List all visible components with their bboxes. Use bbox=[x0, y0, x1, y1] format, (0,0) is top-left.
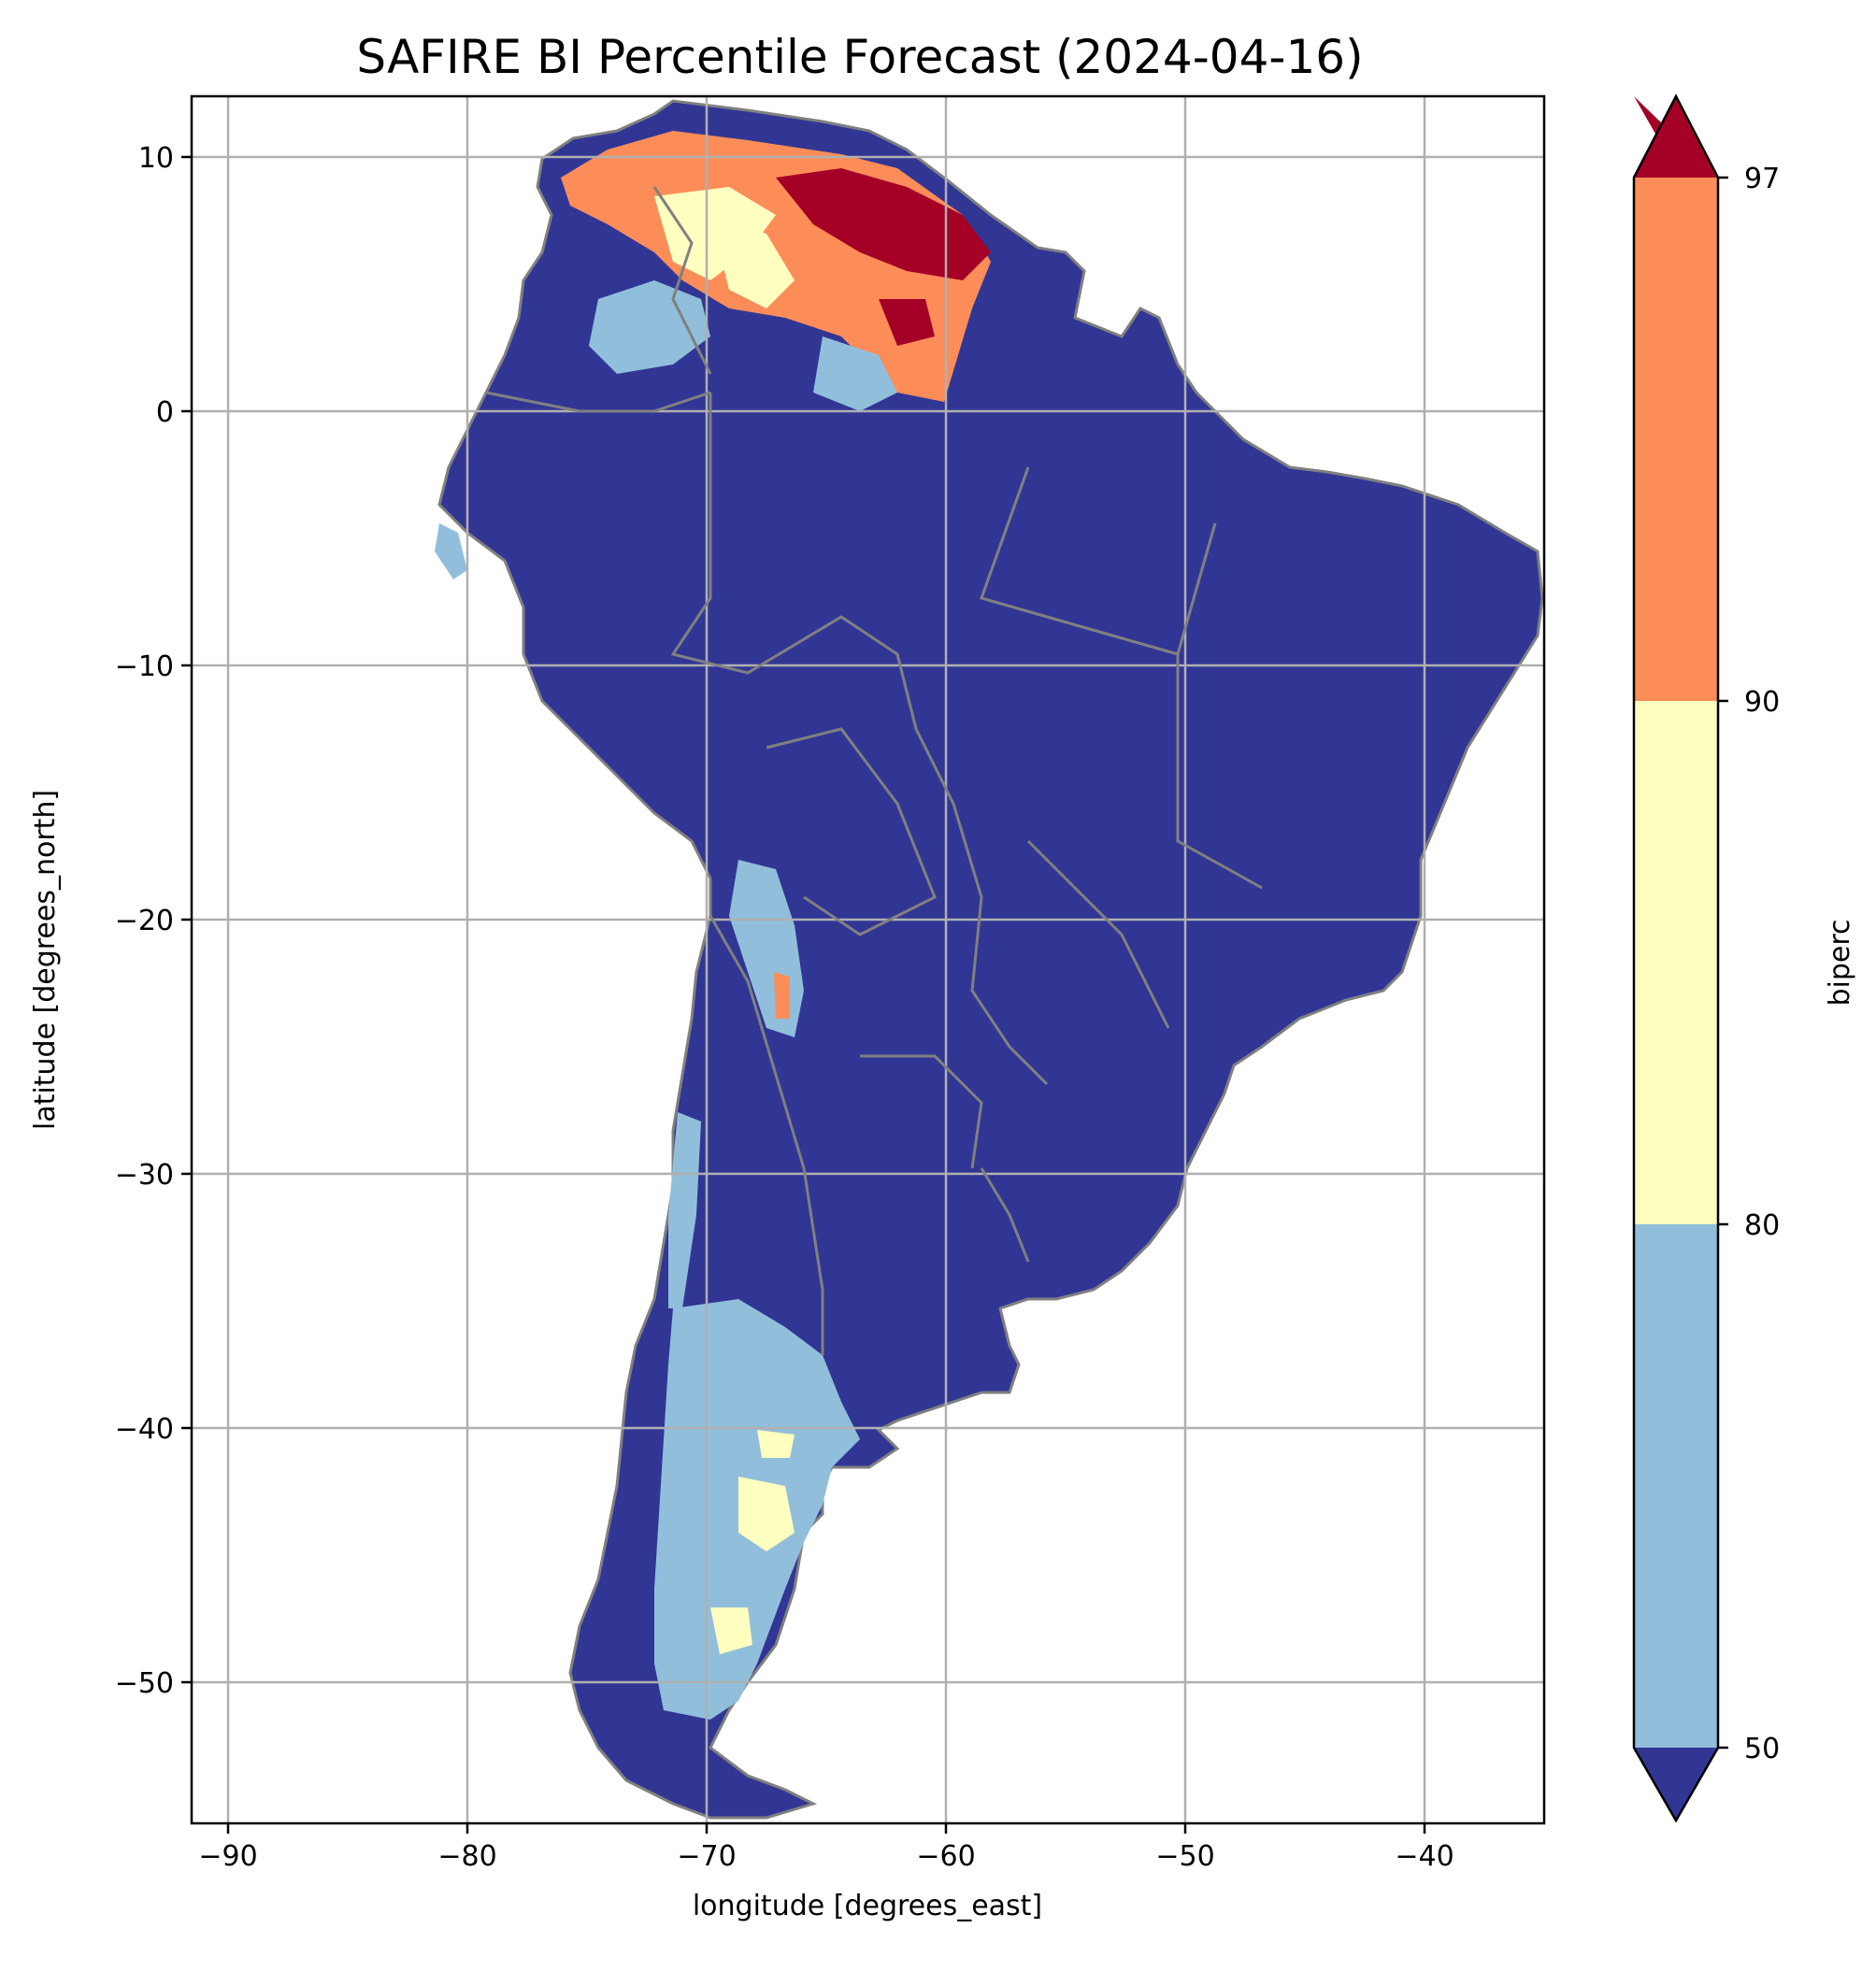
cbar-tick-label-80: 80 bbox=[1744, 1209, 1780, 1242]
ecuador-low-patch bbox=[435, 523, 467, 579]
ytick-label-2: −10 bbox=[115, 650, 174, 683]
xtick-label-5: −40 bbox=[1395, 1840, 1454, 1873]
map-axes bbox=[190, 94, 1546, 1825]
border-bolivia bbox=[766, 727, 937, 936]
xtick-label-3: −60 bbox=[916, 1840, 975, 1873]
guiana-low-patch bbox=[813, 336, 897, 411]
cbar-tick-label-90: 90 bbox=[1744, 686, 1780, 719]
border-peru-colombia bbox=[485, 391, 711, 413]
cbar-tick-label-50: 50 bbox=[1744, 1733, 1780, 1765]
border-brazil-states bbox=[980, 466, 1263, 1029]
colorbar-bin-50-80 bbox=[1634, 1224, 1718, 1748]
xtick-label-2: −70 bbox=[677, 1840, 736, 1873]
ytick-label-5: −40 bbox=[115, 1413, 174, 1446]
colorbar-bin-90-97 bbox=[1634, 178, 1718, 701]
axes-frame bbox=[190, 94, 1546, 1825]
patagonia-mid-patch-1 bbox=[738, 1477, 795, 1551]
orinoco-mid-patch bbox=[710, 215, 795, 308]
ytick-label-3: −20 bbox=[115, 905, 174, 937]
gridlines bbox=[192, 96, 1544, 1823]
andes-patches bbox=[435, 523, 804, 1308]
colorbar-bin-80-90 bbox=[1634, 701, 1718, 1224]
patagonia-mid-patch-2 bbox=[710, 1607, 752, 1654]
xtick-label-0: −90 bbox=[198, 1840, 257, 1873]
xtick-label-1: −80 bbox=[437, 1840, 496, 1873]
guiana-extreme-patch bbox=[879, 299, 935, 346]
border-argentina-uruguay bbox=[980, 1167, 1030, 1263]
border-andes bbox=[709, 915, 824, 1355]
ytick-label-1: 0 bbox=[156, 396, 174, 429]
y-axis: 10 0 −10 −20 −30 −40 −50 latitude [degre… bbox=[29, 142, 192, 1700]
north-hotspots bbox=[561, 131, 991, 411]
cbar-tick-label-97: 97 bbox=[1744, 163, 1780, 195]
border-paraguay bbox=[860, 1054, 983, 1169]
altiplano-high-patch bbox=[774, 972, 790, 1019]
ytick-label-4: −30 bbox=[115, 1159, 174, 1192]
patagonia-mid-patch-3 bbox=[757, 1430, 795, 1458]
xtick-label-4: −50 bbox=[1155, 1840, 1214, 1873]
x-axis-label: longitude [degrees_east] bbox=[693, 1890, 1042, 1922]
colorbar-extend-top-shape bbox=[1634, 96, 1718, 178]
border-brazil-west bbox=[670, 393, 1049, 1086]
y-axis-label: latitude [degrees_north] bbox=[29, 790, 62, 1130]
colorbar-extend-bottom bbox=[1634, 1748, 1718, 1821]
border-venezuela bbox=[652, 186, 712, 375]
x-axis: −90 −80 −70 −60 −50 −40 longitude [degre… bbox=[198, 1823, 1454, 1922]
map-title: SAFIRE BI Percentile Forecast (2024-04-1… bbox=[356, 30, 1363, 84]
ytick-label-6: −50 bbox=[115, 1667, 174, 1700]
andes-low-strip bbox=[668, 1112, 701, 1308]
ytick-label-0: 10 bbox=[138, 142, 174, 175]
colorbar: 97 90 80 50 biperc bbox=[1632, 93, 1856, 1823]
venezuela-extreme-patch bbox=[776, 168, 991, 280]
country-borders bbox=[485, 186, 1263, 1355]
llanos-low-patch bbox=[589, 280, 710, 374]
colorbar-label: biperc bbox=[1824, 919, 1856, 1006]
